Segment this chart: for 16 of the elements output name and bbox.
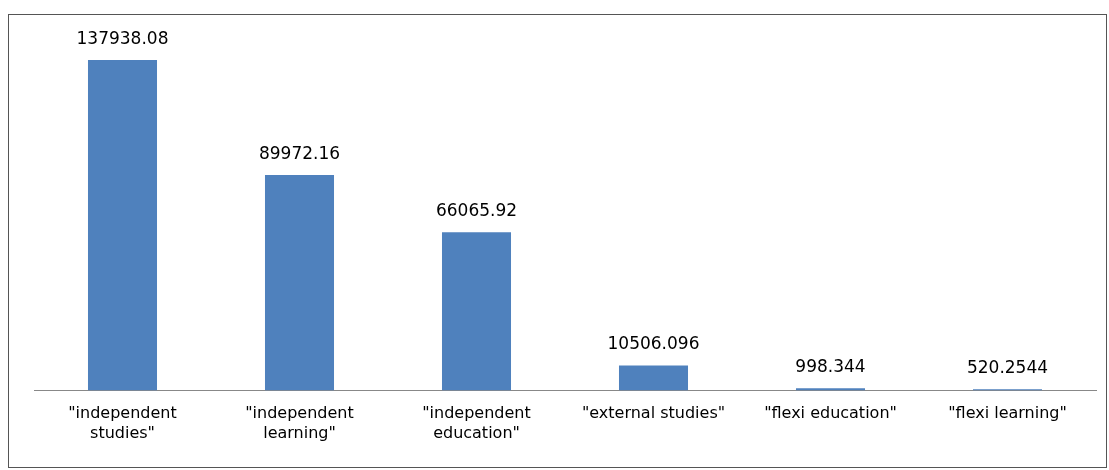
data-label: 520.2544 [966,357,1049,378]
data-label: 998.344 [795,356,866,377]
x-tick-label: "independent learning" [245,403,354,442]
x-tick-label: "flexi learning" [948,403,1067,423]
bar [618,365,689,391]
data-label: 89972.16 [258,142,341,163]
bar [441,232,512,391]
data-label: 137938.08 [76,27,169,48]
x-tick-label: "independent education" [422,403,531,442]
data-label: 66065.92 [435,200,518,221]
bar [264,174,335,391]
x-tick-label: "flexi education" [764,403,897,423]
x-tick-label: "external studies" [581,403,726,423]
data-label: 10506.096 [607,333,700,354]
x-tick-label: "independent studies" [68,403,177,442]
bar [87,59,158,391]
